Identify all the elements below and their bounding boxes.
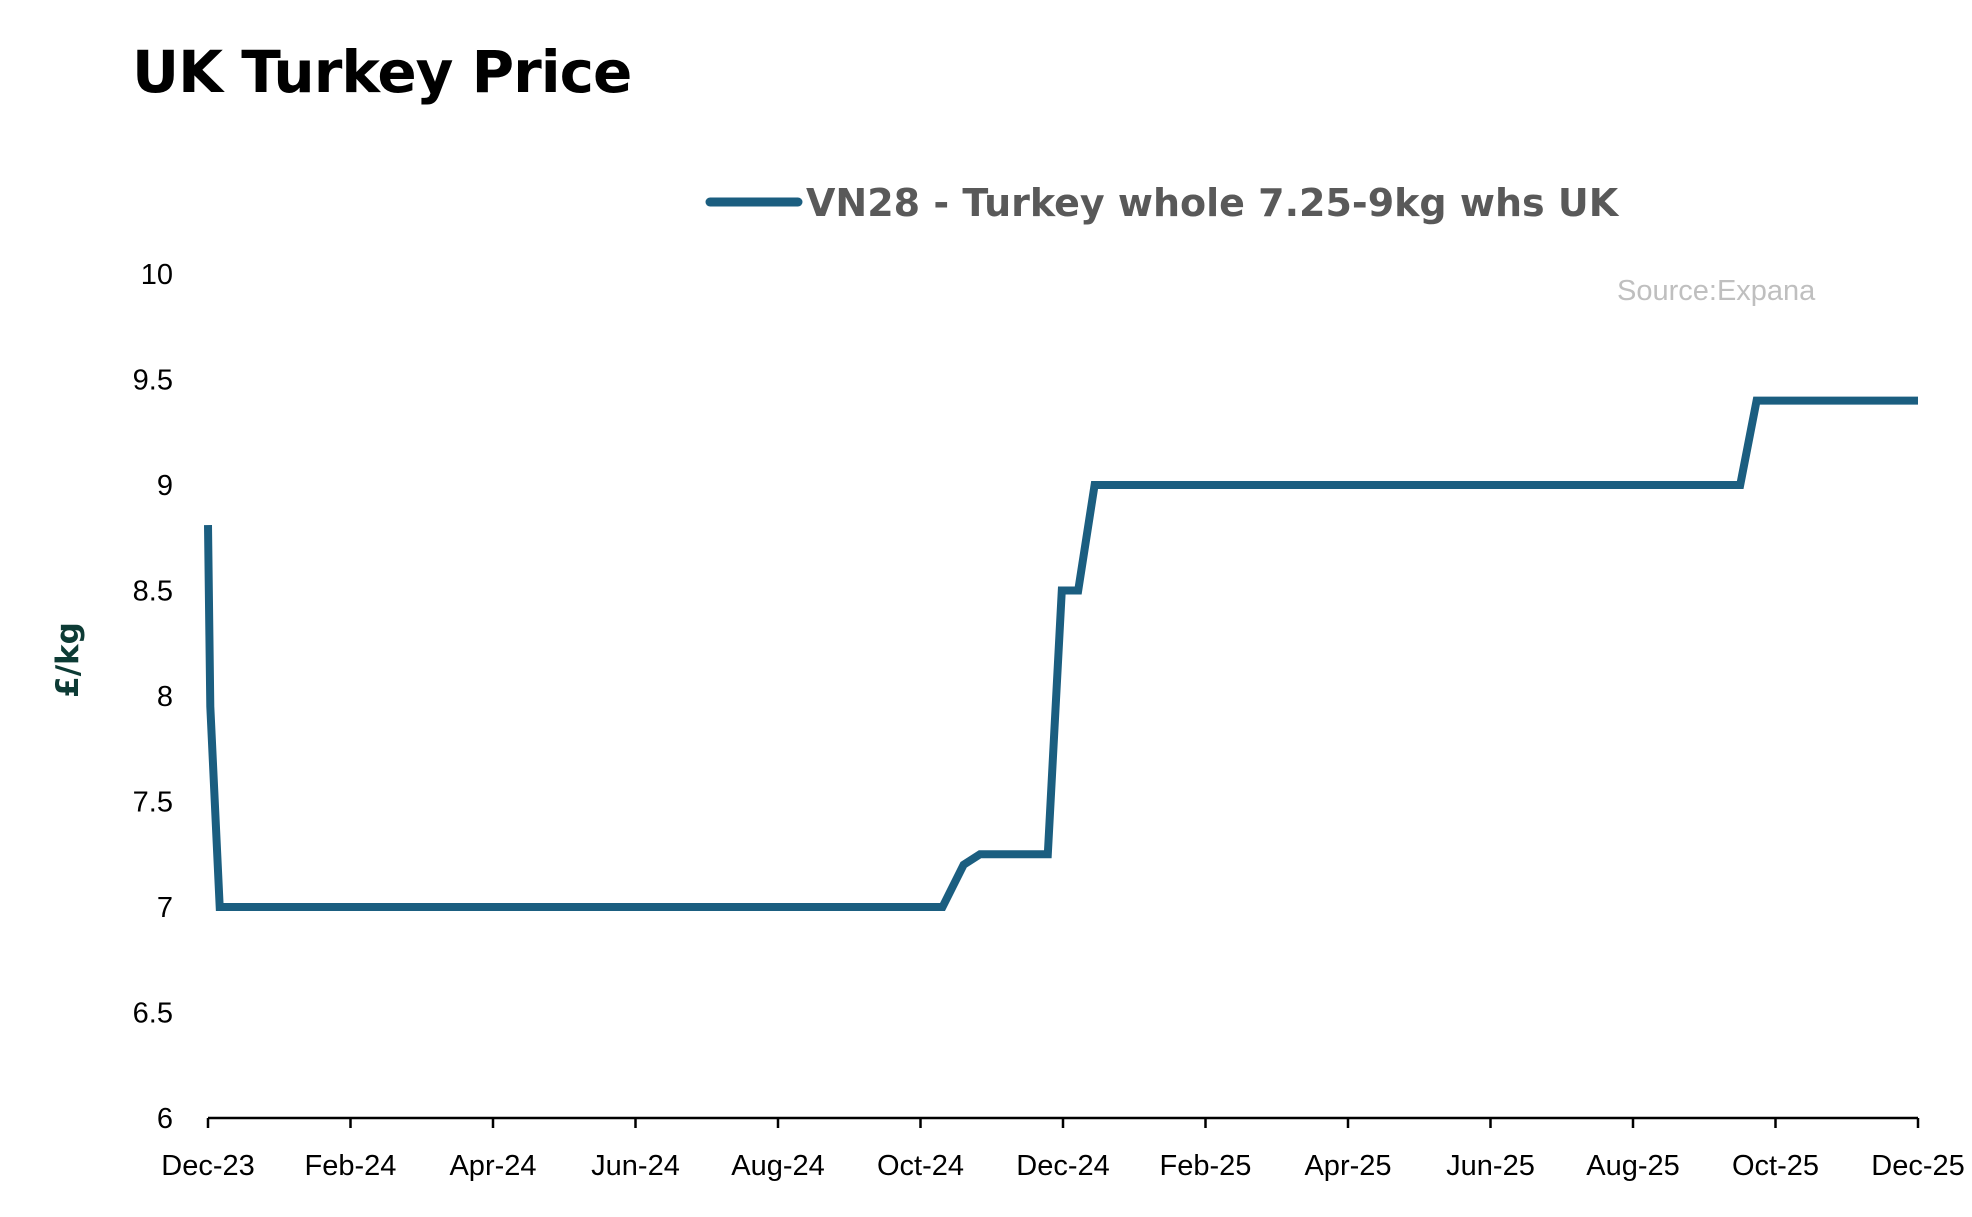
- x-tick-label: Aug-24: [731, 1150, 825, 1182]
- x-tick-label: Feb-24: [305, 1150, 397, 1182]
- y-tick-label: 8.5: [133, 576, 173, 608]
- x-tick-label: Jun-25: [1446, 1150, 1535, 1182]
- x-tick-label: Dec-25: [1871, 1150, 1965, 1182]
- series-line: [204, 396, 1918, 911]
- x-tick-label: Apr-25: [1304, 1150, 1391, 1182]
- x-tick-label: Oct-24: [877, 1150, 964, 1182]
- y-tick-label: 9: [157, 470, 173, 502]
- chart-title: UK Turkey Price: [132, 38, 632, 106]
- x-axis: Dec-23 Feb-24 Apr-24 Jun-24 Aug-24 Oct-24 Dec-…: [161, 1116, 1965, 1182]
- y-axis-label: £/kg: [50, 622, 86, 698]
- x-tick-label: Aug-25: [1586, 1150, 1680, 1182]
- y-tick-label: 7.5: [133, 787, 173, 819]
- plot-area: [204, 396, 1918, 911]
- y-axis: 6 6.5 7 7.5 8 8.5 9 9.5 10: [133, 259, 173, 1135]
- x-tick-label: Dec-23: [161, 1150, 255, 1182]
- x-tick-label: Jun-24: [591, 1150, 680, 1182]
- y-tick-label: 6.5: [133, 998, 173, 1030]
- x-tick-label: Dec-24: [1016, 1150, 1110, 1182]
- legend: VN28 - Turkey whole 7.25-9kg whs UK: [705, 181, 1620, 225]
- x-tick-label: Oct-25: [1732, 1150, 1819, 1182]
- y-tick-label: 9.5: [133, 365, 173, 397]
- x-tick-label: Feb-25: [1160, 1150, 1252, 1182]
- y-tick-label: 10: [141, 259, 173, 291]
- x-tick-label: Apr-24: [449, 1150, 536, 1182]
- y-tick-label: 7: [157, 892, 173, 924]
- y-tick-label: 6: [157, 1103, 173, 1135]
- y-tick-label: 8: [157, 681, 173, 713]
- legend-label: VN28 - Turkey whole 7.25-9kg whs UK: [806, 181, 1620, 225]
- source-label: Source:Expana: [1617, 275, 1816, 307]
